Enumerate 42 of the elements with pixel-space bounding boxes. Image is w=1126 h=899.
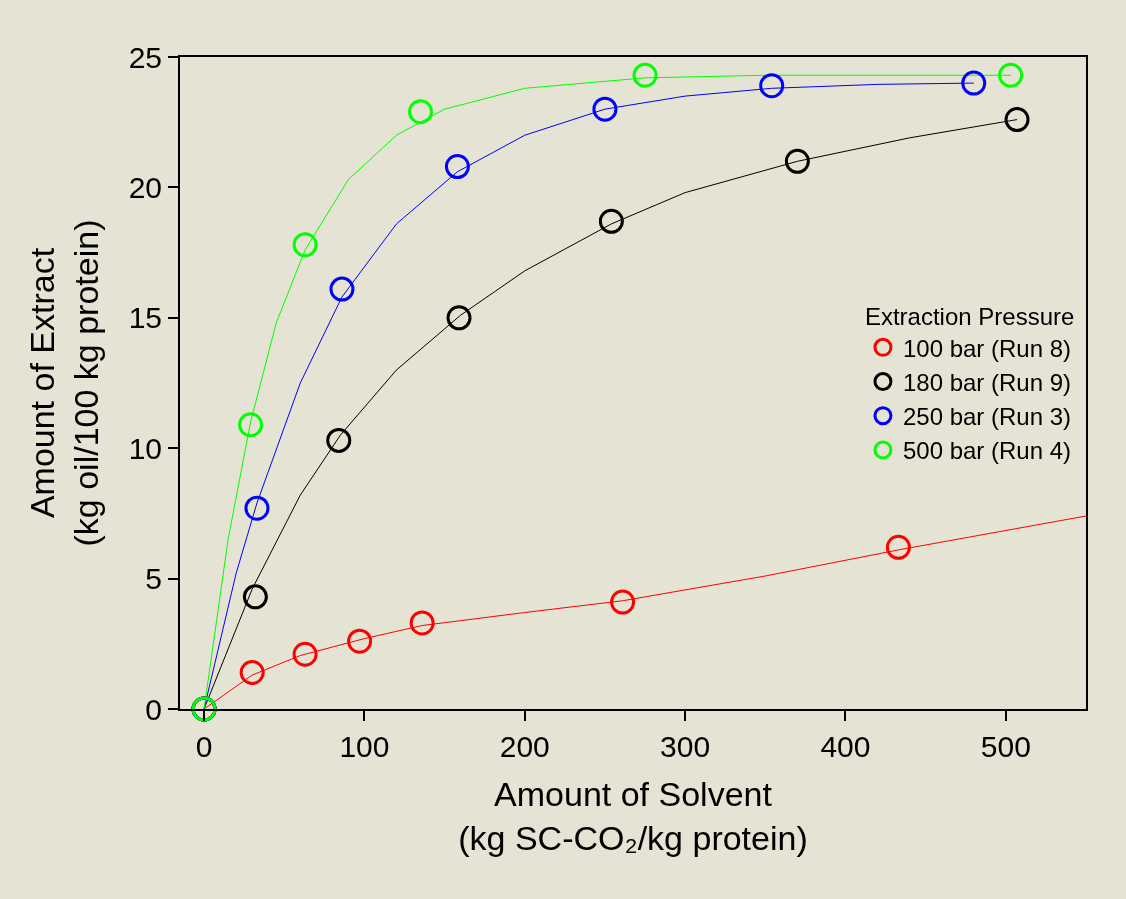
legend-label: 100 bar (Run 8) [902,334,1072,362]
x-tick-label: 100 [339,730,390,763]
point [329,276,355,302]
point [632,62,658,88]
legend-label: 250 bar (Run 3) [902,403,1072,431]
point [238,412,264,438]
point [1004,107,1030,133]
point [610,589,636,615]
point [598,208,624,234]
legend-label: 500 bar (Run 4) [902,437,1072,465]
point [998,62,1024,88]
point [408,99,434,125]
x-tick-label: 300 [660,730,711,763]
point [592,96,618,122]
point [759,73,785,99]
y-tick-label: 5 [145,562,162,596]
x-tick-label: 0 [195,730,213,763]
y-tick-label: 25 [128,40,162,74]
legend-title: Extraction Pressure [864,303,1075,331]
point [242,584,268,610]
point [446,305,472,331]
y-axis-title: Amount of Extract (kg oil/100 kg protein) [22,219,105,547]
point [409,610,435,636]
point [885,534,911,560]
point [239,659,265,685]
point [292,641,318,667]
x-tick-label: 200 [499,730,550,763]
legend-label: 180 bar (Run 9) [902,368,1072,396]
y-tick-label: 0 [145,692,162,726]
point [326,427,352,453]
point [347,628,373,654]
point [961,70,987,96]
point [784,148,810,174]
x-tick-label: 400 [820,730,871,763]
x-tick-label: 500 [980,730,1031,763]
y-tick-label: 15 [128,301,162,335]
point [244,495,270,521]
y-tick-label: 10 [128,431,162,465]
x-axis-title: Amount of Solvent (kg SC-CO₂/kg protein) [458,774,808,857]
point [292,232,318,258]
y-tick-label: 20 [128,170,162,204]
point [444,154,470,180]
